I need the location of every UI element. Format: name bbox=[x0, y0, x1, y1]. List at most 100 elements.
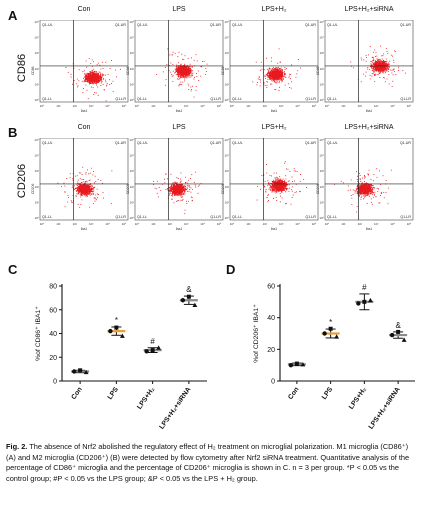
x-tick-label: 10¹ bbox=[341, 222, 345, 226]
quadrant-label: Q1-LR bbox=[400, 215, 411, 219]
x-tick-label: 10³ bbox=[374, 222, 378, 226]
column-title: LPS bbox=[172, 124, 186, 131]
flow-plot-frame bbox=[229, 138, 319, 221]
x-tick-label: 10² bbox=[73, 222, 77, 226]
x-tick-label: 10² bbox=[263, 222, 267, 226]
chart-d: 0 20 40 60 %of CD206⁺ IBA1⁺ Con LPS * LPS+H₂ # LPS… bbox=[253, 283, 415, 431]
y-tick-label: 10⁴ bbox=[224, 36, 229, 40]
column-title: LPS bbox=[172, 6, 186, 13]
x-tick-label: 10³ bbox=[279, 222, 283, 226]
quadrant-label: Q1-UR bbox=[305, 23, 317, 27]
quadrant-label: Q1-UL bbox=[232, 23, 243, 27]
quadrant-label: Q1-LL bbox=[232, 97, 242, 101]
x-tick-label: 10⁵ bbox=[122, 222, 127, 226]
column-title: LPS+H₂ bbox=[261, 124, 287, 131]
y-tick-label: 10⁴ bbox=[224, 154, 229, 158]
y-tick-label: 0 bbox=[271, 379, 275, 386]
y-tick-label: 10⁵ bbox=[129, 20, 134, 24]
column-title: Con bbox=[77, 124, 91, 131]
y-tick-label: 10² bbox=[320, 185, 324, 189]
flow-y-axis-label: CD86 bbox=[31, 66, 35, 75]
category-label: LPS bbox=[107, 386, 121, 401]
x-tick-label: 10¹ bbox=[246, 104, 250, 108]
flow-plot-cd206: Q1-UL Q1-UR Q1-LL Q1-LR 10⁵ 10⁴ 10³ 10² 10¹ 10⁰ CD… bbox=[31, 138, 129, 231]
flow-plot-frame bbox=[324, 20, 414, 103]
data-point bbox=[328, 326, 333, 331]
y-tick-label: 10³ bbox=[225, 51, 229, 55]
data-point bbox=[180, 298, 186, 303]
x-tick-label: 10⁴ bbox=[390, 222, 395, 226]
x-tick-label: 10¹ bbox=[246, 222, 250, 226]
x-tick-label: 10⁰ bbox=[40, 222, 45, 226]
flow-x-axis-label: Iba1 bbox=[366, 109, 373, 113]
flow-x-axis-label: Iba1 bbox=[81, 227, 88, 231]
x-tick-label: 10² bbox=[168, 104, 172, 108]
flow-plot-cd206: Q1-UL Q1-UR Q1-LL Q1-LR 10⁵ 10⁴ 10³ 10² 10¹ 10⁰ CD… bbox=[221, 138, 319, 231]
quadrant-label: Q1-LR bbox=[115, 97, 126, 101]
quadrant-label: Q1-UR bbox=[305, 141, 317, 145]
flow-plot-cd86: Q1-UL Q1-UR Q1-LL Q1-LR 10⁵ 10⁴ 10³ 10² 10¹ 10⁰ CD… bbox=[316, 20, 414, 113]
y-tick-label: 10⁵ bbox=[34, 20, 39, 24]
x-tick-label: 10³ bbox=[184, 104, 188, 108]
flow-y-axis-label: CD206 bbox=[126, 183, 130, 194]
data-point bbox=[294, 361, 299, 366]
quadrant-label: Q1-LR bbox=[210, 215, 221, 219]
flow-plot-cd86: Q1-UL Q1-UR Q1-LL Q1-LR 10⁵ 10⁴ 10³ 10² 10¹ 10⁰ CD… bbox=[126, 20, 224, 113]
x-tick-label: 10⁵ bbox=[217, 104, 222, 108]
flow-x-axis-label: Iba1 bbox=[271, 227, 278, 231]
data-point bbox=[389, 332, 395, 338]
category-label: LPS+H₂ bbox=[136, 386, 156, 411]
y-tick-label: 10⁴ bbox=[129, 36, 134, 40]
flow-x-axis-label: Iba1 bbox=[176, 227, 183, 231]
y-tick-label: 10³ bbox=[320, 169, 324, 173]
x-tick-label: 10¹ bbox=[56, 222, 60, 226]
significance-mark: * bbox=[329, 318, 332, 327]
chart-c: 0 20 40 60 80 %of CD86⁺ IBA1⁺ Con LPS * LPS+H₂ # LP… bbox=[35, 284, 207, 431]
flow-dots bbox=[156, 47, 208, 98]
y-tick-label: 10⁵ bbox=[224, 20, 229, 24]
column-title: LPS+H₂+siRNA bbox=[344, 124, 394, 131]
quadrant-label: Q1-UR bbox=[115, 141, 127, 145]
flow-y-axis-label: CD206 bbox=[316, 183, 320, 194]
significance-mark: # bbox=[362, 283, 367, 292]
category-label: Con bbox=[70, 386, 83, 401]
y-tick-label: 10⁰ bbox=[224, 98, 229, 102]
y-axis-label: %of CD86⁺ IBA1⁺ bbox=[35, 306, 42, 361]
x-tick-label: 10¹ bbox=[151, 222, 155, 226]
y-tick-label: 10⁰ bbox=[319, 216, 324, 220]
category-label: LPS+H₂ bbox=[348, 386, 368, 411]
x-tick-label: 10⁵ bbox=[407, 104, 412, 108]
figure-caption: Fig. 2. The absence of Nrf2 abolished th… bbox=[6, 442, 419, 484]
data-point bbox=[119, 333, 125, 338]
data-point bbox=[396, 329, 401, 334]
y-tick-label: 10³ bbox=[130, 51, 134, 55]
x-tick-label: 10⁴ bbox=[295, 104, 300, 108]
quadrant-label: Q1-LL bbox=[327, 215, 337, 219]
quadrant-label: Q1-LL bbox=[327, 97, 337, 101]
flow-cytometry-area: Con Q1-UL Q1-UR Q1-LL Q1-LR 10⁵ 10⁴ 10³ 10² 10¹ 10… bbox=[31, 6, 414, 231]
y-tick-label: 10⁵ bbox=[319, 20, 324, 24]
flow-plot-cd86: Q1-UL Q1-UR Q1-LL Q1-LR 10⁵ 10⁴ 10³ 10² 10¹ 10⁰ CD… bbox=[221, 20, 319, 113]
data-point bbox=[367, 297, 373, 303]
quadrant-label: Q1-LR bbox=[305, 97, 316, 101]
category-label: LPS+H₂+siRNA bbox=[368, 386, 402, 431]
quadrant-label: Q1-UL bbox=[327, 23, 338, 27]
y-tick-label: 40 bbox=[267, 315, 275, 322]
x-tick-label: 10⁰ bbox=[325, 104, 330, 108]
y-tick-label: 10¹ bbox=[130, 82, 134, 86]
x-tick-label: 10⁵ bbox=[312, 222, 317, 226]
x-tick-label: 10⁴ bbox=[295, 222, 300, 226]
flow-dots bbox=[334, 168, 392, 213]
significance-mark: & bbox=[186, 285, 192, 294]
x-tick-label: 10⁰ bbox=[230, 222, 235, 226]
panel-letter-b: B bbox=[8, 125, 18, 140]
flow-plot-frame bbox=[134, 138, 224, 221]
significance-mark: & bbox=[395, 321, 401, 330]
y-tick-label: 10² bbox=[35, 185, 39, 189]
y-tick-label: 10⁴ bbox=[319, 36, 324, 40]
y-tick-label: 10¹ bbox=[130, 200, 134, 204]
caption-text: The absence of Nrf2 abolished the regula… bbox=[6, 442, 410, 483]
quadrant-label: Q1-LL bbox=[42, 215, 52, 219]
y-tick-label: 10¹ bbox=[35, 82, 39, 86]
x-tick-label: 10⁰ bbox=[40, 104, 45, 108]
